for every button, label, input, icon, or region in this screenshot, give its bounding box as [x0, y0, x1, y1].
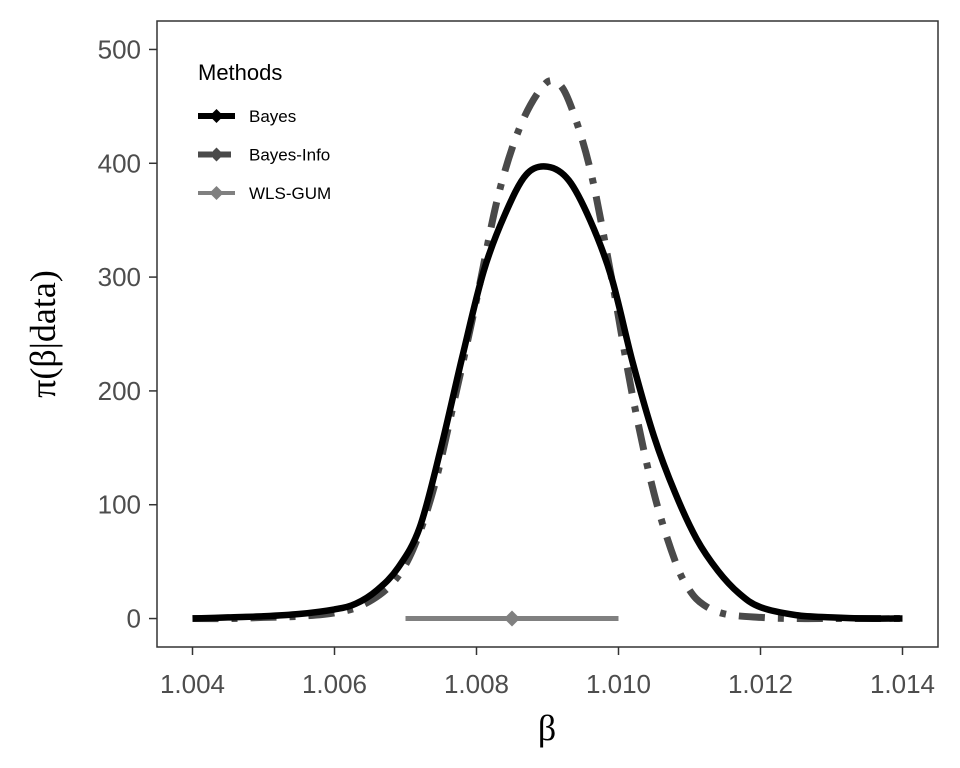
bayes-info-curve: [192, 77, 903, 623]
y-axis: 0 100 200 300 400 500: [98, 34, 157, 634]
x-axis: 1.004 1.006 1.008 1.010 1.012 1.014: [160, 647, 935, 699]
legend-title: Methods: [198, 60, 282, 85]
legend-key-diamond: [209, 147, 224, 162]
legend-item-bayes: Bayes: [198, 107, 296, 126]
curves: [192, 77, 903, 627]
x-tick-label: 1.004: [160, 669, 225, 699]
x-tick-label: 1.012: [728, 669, 793, 699]
x-tick-label: 1.014: [870, 669, 935, 699]
y-tick-label: 0: [127, 604, 141, 634]
y-tick-label: 300: [98, 262, 141, 292]
bayes-curve: [192, 163, 903, 622]
legend-key-diamond: [209, 109, 224, 123]
y-tick-label: 400: [98, 148, 141, 178]
legend-item-bayes-info: Bayes-Info: [198, 146, 330, 165]
legend-label: Bayes: [249, 107, 296, 126]
wls-gum-point: [504, 610, 520, 627]
y-tick-label: 500: [98, 34, 141, 64]
x-axis-title: β: [538, 708, 556, 748]
plot-panel: [156, 20, 939, 648]
legend-key-diamond: [209, 186, 224, 200]
legend: Methods Bayes Bayes-Info WLS-GUM: [198, 60, 331, 203]
x-tick-label: 1.010: [586, 669, 651, 699]
y-tick-label: 100: [98, 490, 141, 520]
y-tick-label: 200: [98, 376, 141, 406]
legend-item-wls-gum: WLS-GUM: [198, 184, 331, 203]
x-tick-label: 1.008: [444, 669, 509, 699]
legend-label: Bayes-Info: [249, 146, 330, 165]
x-tick-label: 1.006: [302, 669, 367, 699]
y-axis-title: π(β|data): [23, 270, 63, 398]
legend-label: WLS-GUM: [249, 184, 331, 203]
